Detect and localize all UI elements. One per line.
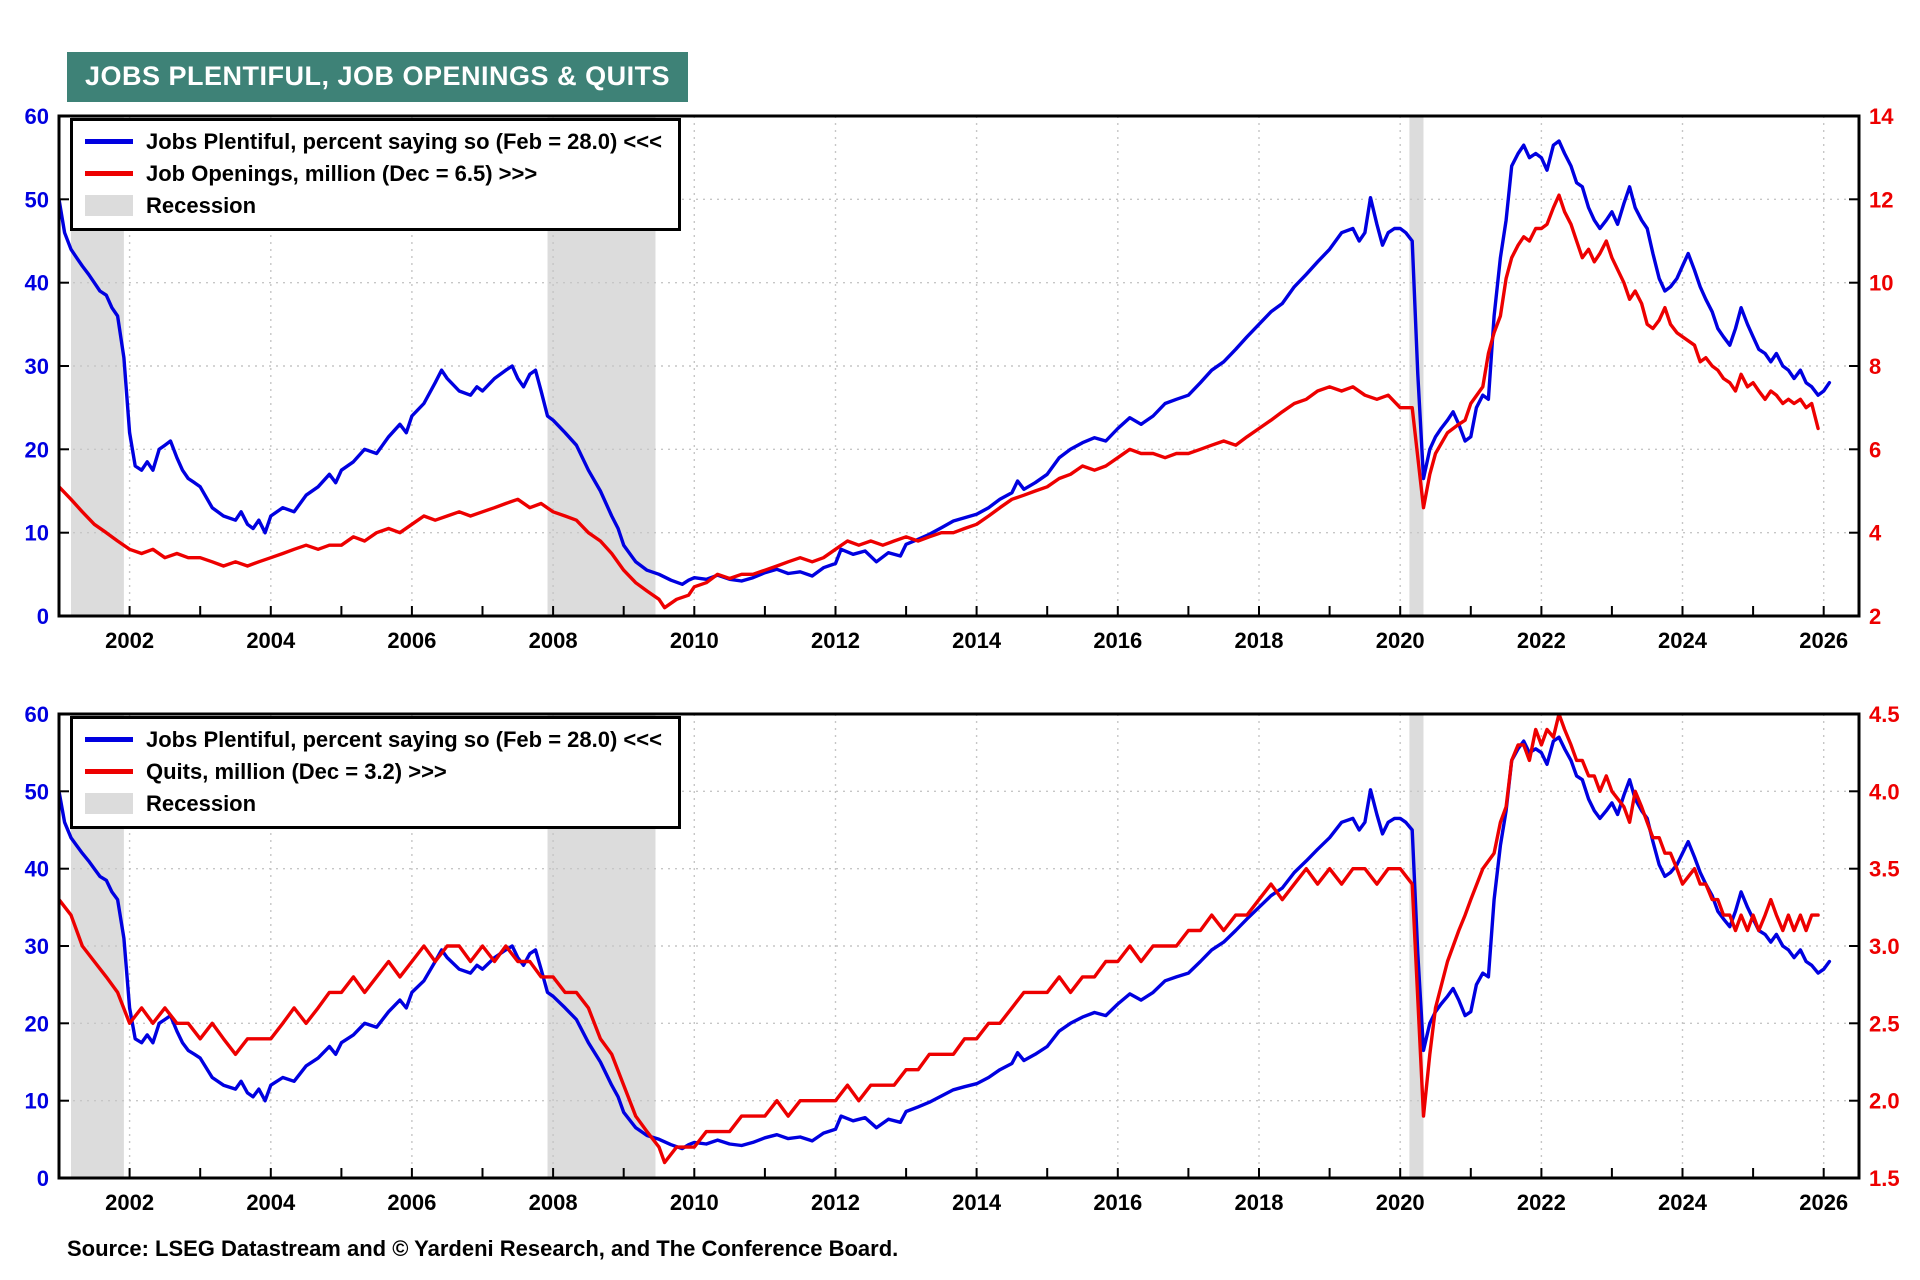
x-axis-tick-label: 2008 — [529, 1190, 578, 1215]
left-axis-tick-label: 60 — [25, 702, 49, 727]
left-axis-tick-label: 0 — [37, 1166, 49, 1191]
x-axis-tick-label: 2008 — [529, 628, 578, 653]
x-axis-tick-label: 2004 — [246, 1190, 296, 1215]
x-axis-tick-label: 2016 — [1093, 1190, 1142, 1215]
panel-top-jobs-plentiful-openings: 0 10 20 30 40 50 60 2 4 6 8 10 12 14 2002 2004 2006 2008 2… — [0, 102, 1920, 658]
x-axis-tick-label: 2002 — [105, 628, 154, 653]
left-axis-tick-label: 10 — [25, 1089, 49, 1114]
left-axis-tick-label: 10 — [25, 521, 49, 546]
left-axis-tick-label: 40 — [25, 271, 49, 296]
left-axis-tick-label: 60 — [25, 104, 49, 129]
x-axis-tick-label: 2010 — [670, 628, 719, 653]
legend-top: Jobs Plentiful, percent saying so (Feb =… — [70, 118, 681, 231]
legend-label: Job Openings, million (Dec = 6.5) >>> — [146, 161, 538, 186]
x-axis-tick-label: 2024 — [1658, 1190, 1708, 1215]
x-axis-tick-label: 2004 — [246, 628, 296, 653]
right-axis-tick-label: 4.0 — [1869, 779, 1900, 804]
right-axis-tick-label: 12 — [1869, 187, 1893, 212]
source-note: Source: LSEG Datastream and © Yardeni Re… — [67, 1236, 899, 1261]
left-axis-tick-label: 50 — [25, 187, 49, 212]
x-axis-tick-label: 2020 — [1376, 1190, 1425, 1215]
series-quits — [59, 714, 1820, 1165]
left-axis-tick-label: 30 — [25, 354, 49, 379]
legend-item-jobs-plentiful: Jobs Plentiful, percent saying so (Feb =… — [85, 126, 662, 157]
left-axis-tick-label: 30 — [25, 934, 49, 959]
legend-item-recession: Recession — [85, 190, 662, 221]
x-axis-tick-label: 2020 — [1376, 628, 1425, 653]
x-axis-tick-label: 2012 — [811, 1190, 860, 1215]
left-axis-tick-label: 50 — [25, 779, 49, 804]
x-axis-tick-label: 2026 — [1799, 628, 1848, 653]
x-axis-tick-label: 2022 — [1517, 1190, 1566, 1215]
legend-item-quits: Quits, million (Dec = 3.2) >>> — [85, 756, 662, 787]
series-job-openings — [59, 193, 1820, 610]
x-axis-tick-label: 2016 — [1093, 628, 1142, 653]
left-axis-tick-label: 40 — [25, 857, 49, 882]
x-axis-tick-label: 2002 — [105, 1190, 154, 1215]
right-axis-tick-label: 2.5 — [1869, 1011, 1900, 1036]
x-axis-tick-label: 2010 — [670, 1190, 719, 1215]
red-line-swatch-icon — [85, 769, 133, 774]
right-axis-tick-label: 3.5 — [1869, 857, 1900, 882]
recession-swatch-icon — [85, 195, 133, 216]
legend-item-job-openings: Job Openings, million (Dec = 6.5) >>> — [85, 158, 662, 189]
right-axis-tick-label: 10 — [1869, 271, 1893, 296]
x-axis-tick-label: 2018 — [1235, 628, 1284, 653]
left-axis-tick-label: 20 — [25, 437, 49, 462]
right-axis-tick-label: 2 — [1869, 604, 1881, 629]
red-line-swatch-icon — [85, 171, 133, 176]
legend-bottom: Jobs Plentiful, percent saying so (Feb =… — [70, 716, 681, 829]
series-jobs-plentiful — [59, 139, 1832, 586]
legend-label: Quits, million (Dec = 3.2) >>> — [146, 759, 447, 784]
legend-label: Jobs Plentiful, percent saying so (Feb =… — [146, 727, 662, 752]
x-axis-tick-label: 2006 — [387, 628, 436, 653]
x-axis-tick-label: 2022 — [1517, 628, 1566, 653]
right-axis-tick-label: 1.5 — [1869, 1166, 1900, 1191]
blue-line-swatch-icon — [85, 139, 133, 144]
x-axis-tick-label: 2018 — [1235, 1190, 1284, 1215]
legend-label: Recession — [146, 791, 257, 816]
x-axis-tick-label: 2006 — [387, 1190, 436, 1215]
right-axis-tick-label: 8 — [1869, 354, 1881, 379]
x-axis-tick-label: 2014 — [952, 1190, 1002, 1215]
legend-label: Jobs Plentiful, percent saying so (Feb =… — [146, 129, 662, 154]
left-axis-tick-label: 0 — [37, 604, 49, 629]
left-axis-tick-label: 20 — [25, 1011, 49, 1036]
recession-swatch-icon — [85, 793, 133, 814]
right-axis-tick-label: 4.5 — [1869, 702, 1900, 727]
x-axis-tick-label: 2026 — [1799, 1190, 1848, 1215]
chart-title: JOBS PLENTIFUL, JOB OPENINGS & QUITS — [67, 52, 689, 102]
legend-label: Recession — [146, 193, 257, 218]
legend-item-recession: Recession — [85, 788, 662, 819]
series-jobs-plentiful — [59, 735, 1832, 1151]
x-axis-tick-label: 2012 — [811, 628, 860, 653]
x-axis-tick-label: 2014 — [952, 628, 1002, 653]
right-axis-tick-label: 6 — [1869, 437, 1881, 462]
right-axis-tick-label: 14 — [1869, 104, 1894, 129]
panel-bottom-jobs-plentiful-quits: 0 10 20 30 40 50 60 1.5 2.0 2.5 3.0 3.5 4.0 4.5 2002 20… — [0, 700, 1920, 1220]
legend-item-jobs-plentiful: Jobs Plentiful, percent saying so (Feb =… — [85, 724, 662, 755]
right-axis-tick-label: 3.0 — [1869, 934, 1900, 959]
right-axis-tick-label: 4 — [1869, 521, 1882, 546]
right-axis-tick-label: 2.0 — [1869, 1089, 1900, 1114]
blue-line-swatch-icon — [85, 737, 133, 742]
x-axis-tick-label: 2024 — [1658, 628, 1708, 653]
